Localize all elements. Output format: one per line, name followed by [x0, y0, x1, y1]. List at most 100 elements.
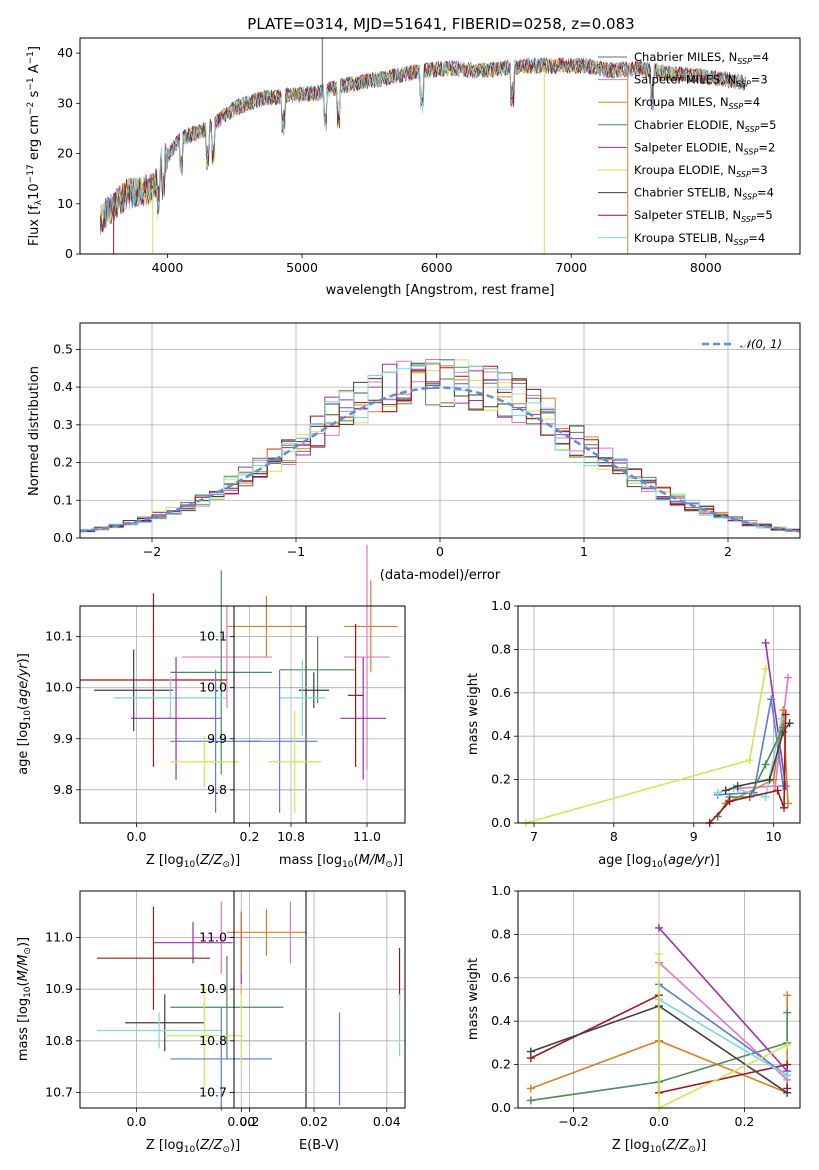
legend-label: Chabrier ELODIE, NSSP=5 [634, 118, 776, 134]
mass-vs-metallicity-panel: 0.0 0.2 10.7 10.8 10.9 11.0 Z [log10(Z/Z⊙)] m… [16, 890, 307, 1155]
legend-label: Chabrier MILES, NSSP=4 [634, 50, 769, 66]
mass-weight-marker [655, 923, 663, 932]
x-tick-label: 0.02 [300, 1114, 328, 1129]
x-tick-label: 0.0 [127, 829, 147, 844]
y-tick-label: 9.9 [53, 731, 73, 746]
y-tick-label: 9.8 [207, 782, 227, 797]
y-tick-label: 10.1 [45, 629, 73, 644]
y-tick-label: 10 [57, 196, 73, 211]
y-tick-label: 11.0 [199, 930, 227, 945]
mass-weight-marker [773, 786, 782, 795]
y-tick-label: 0.8 [491, 641, 511, 656]
y-tick-label: 10.0 [199, 680, 227, 695]
x-tick-label: 6000 [421, 260, 453, 275]
y-tick-label: 10.9 [45, 981, 73, 996]
x-tick-label: 0.2 [735, 1114, 755, 1129]
legend-label: Kroupa MILES, NSSP=4 [634, 95, 760, 111]
y-tick-label: 0.2 [491, 772, 511, 787]
mass-weight-marker [721, 786, 730, 795]
mass-vs-ebv-panel: 0.00 0.02 0.04 10.7 10.8 10.9 11.0 E(B-V) [199, 890, 406, 1153]
normal-curve [79, 386, 801, 533]
x-tick-label: 10 [766, 829, 782, 844]
y-tick-label: 0.1 [53, 492, 73, 507]
x-tick-label: 0.00 [227, 1114, 255, 1129]
x-tick-label: −0.2 [558, 1114, 588, 1129]
y-tick-label: 0.5 [53, 341, 73, 356]
mass-weight-line [658, 983, 788, 1077]
agez-xlabel: Z [log10(Z/Z⊙)] [146, 853, 240, 870]
y-tick-label: 0.0 [491, 1100, 511, 1115]
y-tick-label: 0.0 [491, 815, 511, 830]
legend-label: Kroupa ELODIE, NSSP=3 [634, 163, 768, 179]
y-tick-label: 9.9 [207, 731, 227, 746]
mass-weight-line [530, 1012, 788, 1102]
y-tick-label: 10.7 [45, 1085, 73, 1100]
mass-weight-marker [761, 760, 770, 769]
mwz-xlabel: Z [log10(Z/Z⊙)] [612, 1138, 706, 1155]
y-tick-label: 0.2 [53, 455, 73, 470]
y-tick-label: 10.0 [45, 680, 73, 695]
x-tick-label: 2 [724, 544, 732, 559]
mass-weight-marker [655, 949, 663, 958]
x-tick-label: 9 [690, 829, 698, 844]
spectrum-panel: PLATE=0314, MJD=51641, FIBERID=0258, z=0… [26, 15, 801, 298]
mass-weight-marker [781, 710, 790, 719]
histogram-step [80, 365, 800, 532]
y-tick-label: 1.0 [491, 883, 511, 898]
x-tick-label: 0 [436, 544, 444, 559]
mass-weight-marker [777, 714, 786, 723]
x-tick-label: 0.0 [649, 1114, 669, 1129]
legend-label: Chabrier STELIB, NSSP=4 [634, 186, 774, 202]
mass-weight-vs-age-panel: 7 8 9 10 0.0 0.2 0.4 0.6 0.8 1.0 age [log10(age/y… [466, 598, 801, 870]
residual-legend: 𝒩(0, 1) [702, 337, 782, 351]
y-tick-label: 0.6 [491, 970, 511, 985]
mass-weight-vs-metallicity-panel: −0.2 0.0 0.2 0.0 0.2 0.4 0.6 0.8 1.0 Z [log10(Z/… [466, 883, 801, 1155]
x-tick-label: 11.0 [353, 829, 381, 844]
x-tick-label: 0.2 [240, 829, 260, 844]
spectrum-line [99, 57, 746, 233]
mass-weight-marker [767, 695, 776, 704]
age-vs-metallicity-panel: 0.0 0.2 9.8 9.9 10.0 10.1 Z [log10(Z/Z⊙)] age… [16, 570, 307, 870]
x-tick-label: 0.2 [240, 1114, 260, 1129]
mass-weight-marker [783, 991, 792, 1000]
mass-weight-marker [784, 673, 793, 682]
y-tick-label: 0.4 [491, 728, 511, 743]
y-tick-label: 0.8 [491, 926, 511, 941]
massz-xlabel: Z [log10(Z/Z⊙)] [146, 1138, 240, 1155]
y-tick-label: 20 [57, 146, 73, 161]
mass-weight-marker [761, 664, 770, 673]
mwage-xlabel: age [log10(age/yr)] [598, 853, 720, 870]
mass-weight-marker [779, 706, 788, 715]
masse-xlabel: E(B-V) [299, 1138, 339, 1153]
y-tick-label: 0.2 [491, 1057, 511, 1072]
y-tick-label: 0.0 [53, 530, 73, 545]
legend-label: Kroupa STELIB, NSSP=4 [634, 231, 765, 247]
y-tick-label: 11.0 [45, 930, 73, 945]
residual-histogram-panel: −2 −1 0 1 2 0.0 0.1 0.2 0.3 0.4 0.5 (data-model)/e… [27, 322, 801, 583]
y-tick-label: 10.8 [199, 1033, 227, 1048]
x-tick-label: 10.8 [277, 829, 305, 844]
y-tick-label: 10.8 [45, 1033, 73, 1048]
mass-weight-marker [783, 1088, 792, 1097]
mass-weight-marker [761, 638, 770, 647]
x-tick-label: 4000 [152, 260, 184, 275]
spectrum-ylabel: Flux [fλ10−17 erg cm−2 s−1 A−1] [26, 46, 44, 246]
mass-weight-marker [526, 1096, 535, 1105]
mwage-ylabel: mass weight [466, 673, 481, 755]
mass-weight-marker [725, 797, 734, 806]
x-tick-label: 5000 [286, 260, 318, 275]
spectrum-line [100, 57, 746, 228]
spectrum-title: PLATE=0314, MJD=51641, FIBERID=0258, z=0… [247, 15, 634, 33]
mass-weight-line [658, 998, 788, 1077]
mass-weight-marker [765, 775, 774, 784]
mass-weight-marker [761, 792, 770, 801]
mass-weight-marker [783, 1071, 792, 1080]
y-tick-label: 0.6 [491, 685, 511, 700]
residual-ylabel: Normed distribution [27, 366, 42, 496]
legend-label: Salpeter MILES, NSSP=3 [634, 73, 768, 89]
x-tick-label: 1 [580, 544, 588, 559]
mass-weight-marker [785, 719, 794, 728]
y-tick-label: 0 [65, 246, 73, 261]
normal-curve-legend-label: 𝒩(0, 1) [740, 337, 782, 351]
